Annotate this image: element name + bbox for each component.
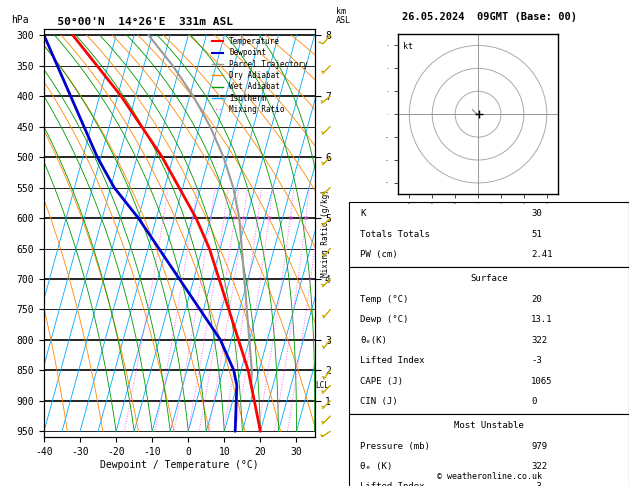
Text: 5: 5: [233, 216, 236, 221]
Text: 979: 979: [531, 442, 547, 451]
Text: Temp (°C): Temp (°C): [360, 295, 409, 304]
Text: 26.05.2024  09GMT (Base: 00): 26.05.2024 09GMT (Base: 00): [401, 12, 577, 22]
Text: 2.41: 2.41: [531, 250, 552, 259]
Text: 0: 0: [531, 397, 537, 406]
Text: 20: 20: [303, 216, 309, 221]
Text: 2: 2: [191, 216, 194, 221]
Text: Mixing Ratio (g/kg): Mixing Ratio (g/kg): [321, 190, 330, 277]
FancyBboxPatch shape: [349, 267, 629, 414]
Text: 20: 20: [531, 295, 542, 304]
Text: 13.1: 13.1: [531, 315, 552, 324]
Text: CIN (J): CIN (J): [360, 397, 398, 406]
Text: -3: -3: [531, 483, 542, 486]
Text: kt: kt: [403, 42, 413, 51]
Text: K: K: [360, 209, 365, 218]
X-axis label: Dewpoint / Temperature (°C): Dewpoint / Temperature (°C): [100, 460, 259, 470]
Text: km
ASL: km ASL: [336, 7, 351, 25]
Text: 4: 4: [222, 216, 226, 221]
Text: 322: 322: [531, 462, 547, 471]
Text: 1065: 1065: [531, 377, 552, 385]
FancyBboxPatch shape: [349, 414, 629, 486]
Text: -3: -3: [531, 356, 542, 365]
Text: © weatheronline.co.uk: © weatheronline.co.uk: [437, 472, 542, 481]
Text: hPa: hPa: [11, 15, 29, 25]
Text: Pressure (mb): Pressure (mb): [360, 442, 430, 451]
Text: θₑ (K): θₑ (K): [360, 462, 392, 471]
FancyBboxPatch shape: [349, 202, 629, 267]
Text: θₑ(K): θₑ(K): [360, 336, 387, 345]
Text: Most Unstable: Most Unstable: [454, 421, 524, 430]
Text: Surface: Surface: [470, 275, 508, 283]
Text: Dewp (°C): Dewp (°C): [360, 315, 409, 324]
Text: LCL: LCL: [316, 381, 330, 390]
Text: Lifted Index: Lifted Index: [360, 356, 425, 365]
Text: 1: 1: [162, 216, 165, 221]
Text: 50°00'N  14°26'E  331m ASL: 50°00'N 14°26'E 331m ASL: [44, 17, 233, 27]
Text: 15: 15: [287, 216, 294, 221]
Text: 3: 3: [209, 216, 213, 221]
Text: CAPE (J): CAPE (J): [360, 377, 403, 385]
Text: Lifted Index: Lifted Index: [360, 483, 425, 486]
Text: PW (cm): PW (cm): [360, 250, 398, 259]
Text: 51: 51: [531, 230, 542, 239]
Text: 6: 6: [242, 216, 245, 221]
Text: 10: 10: [265, 216, 272, 221]
Text: 8: 8: [256, 216, 259, 221]
Legend: Temperature, Dewpoint, Parcel Trajectory, Dry Adiabat, Wet Adiabat, Isotherm, Mi: Temperature, Dewpoint, Parcel Trajectory…: [212, 37, 308, 114]
Text: Totals Totals: Totals Totals: [360, 230, 430, 239]
Text: 30: 30: [531, 209, 542, 218]
Text: 322: 322: [531, 336, 547, 345]
